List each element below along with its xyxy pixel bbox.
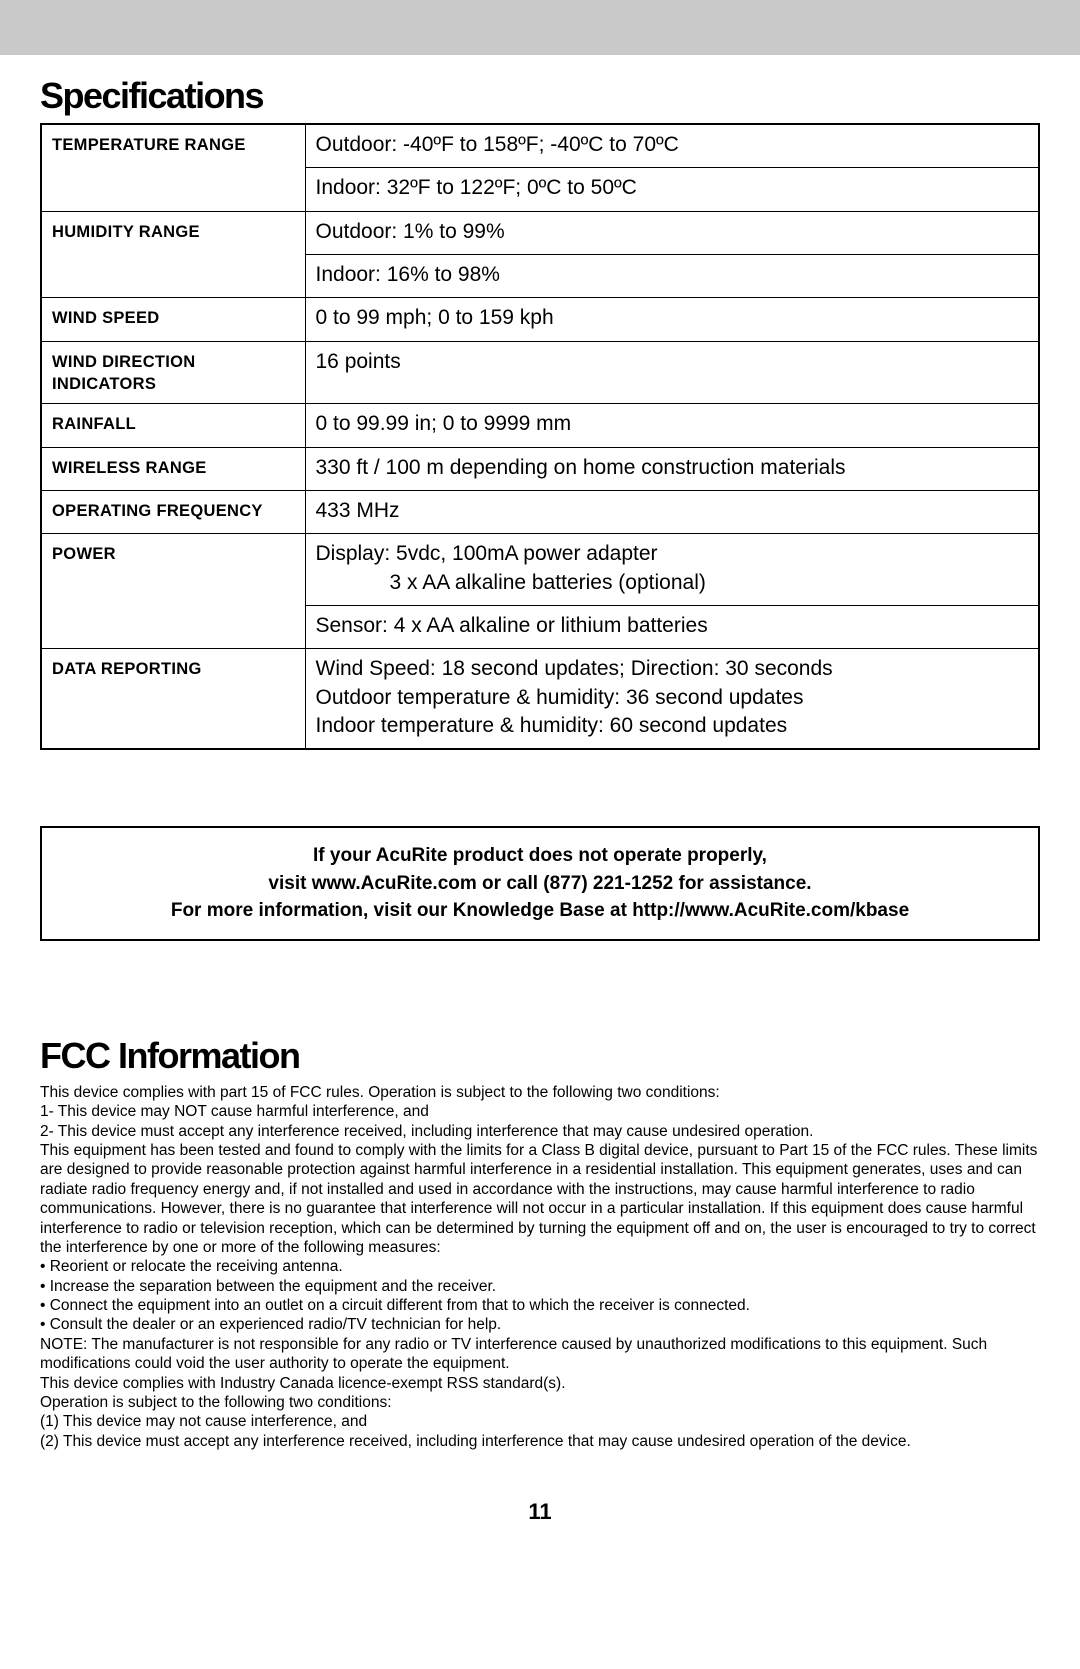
- page-content: Specifications TEMPERATURE RANGE Outdoor…: [0, 55, 1080, 1565]
- support-line3: For more information, visit our Knowledg…: [52, 897, 1028, 925]
- fcc-p8: (1) This device may not cause interferen…: [40, 1412, 1040, 1431]
- power-display-line2: 3 x AA alkaline batteries (optional): [316, 569, 706, 597]
- spec-value-humidity-outdoor: Outdoor: 1% to 99%: [305, 211, 1039, 254]
- fcc-p1: This device complies with part 15 of FCC…: [40, 1083, 1040, 1102]
- fcc-p4: This equipment has been tested and found…: [40, 1141, 1040, 1257]
- spec-label-operating-frequency: OPERATING FREQUENCY: [41, 490, 305, 533]
- data-reporting-line1: Wind Speed: 18 second updates; Direction…: [316, 657, 833, 680]
- specifications-title: Specifications: [40, 75, 1040, 117]
- fcc-section: FCC Information This device complies wit…: [40, 1035, 1040, 1451]
- spec-value-power-sensor: Sensor: 4 x AA alkaline or lithium batte…: [305, 605, 1039, 648]
- spec-label-humidity: HUMIDITY RANGE: [41, 211, 305, 298]
- fcc-p2: 1- This device may NOT cause harmful int…: [40, 1102, 1040, 1121]
- spec-label-power: POWER: [41, 534, 305, 649]
- fcc-p3: 2- This device must accept any interfere…: [40, 1122, 1040, 1141]
- data-reporting-line3: Indoor temperature & humidity: 60 second…: [316, 714, 788, 737]
- fcc-b2: • Increase the separation between the eq…: [40, 1277, 1040, 1296]
- spec-value-humidity-indoor: Indoor: 16% to 98%: [305, 255, 1039, 298]
- fcc-title: FCC Information: [40, 1035, 1040, 1077]
- spec-label-temperature: TEMPERATURE RANGE: [41, 124, 305, 211]
- support-box: If your AcuRite product does not operate…: [40, 826, 1040, 941]
- spec-value-power-display: Display: 5vdc, 100mA power adapter 3 x A…: [305, 534, 1039, 606]
- header-bar: [0, 0, 1080, 55]
- specifications-table: TEMPERATURE RANGE Outdoor: -40ºF to 158º…: [40, 123, 1040, 750]
- spec-value-wind-direction: 16 points: [305, 341, 1039, 404]
- spec-value-wireless-range: 330 ft / 100 m depending on home constru…: [305, 447, 1039, 490]
- spec-value-operating-frequency: 433 MHz: [305, 490, 1039, 533]
- spec-label-rainfall: RAINFALL: [41, 404, 305, 447]
- fcc-b3: • Connect the equipment into an outlet o…: [40, 1296, 1040, 1315]
- support-line1: If your AcuRite product does not operate…: [52, 842, 1028, 870]
- spec-label-wireless-range: WIRELESS RANGE: [41, 447, 305, 490]
- spec-value-data-reporting: Wind Speed: 18 second updates; Direction…: [305, 649, 1039, 750]
- support-line2: visit www.AcuRite.com or call (877) 221-…: [52, 870, 1028, 898]
- spec-value-rainfall: 0 to 99.99 in; 0 to 9999 mm: [305, 404, 1039, 447]
- fcc-b4: • Consult the dealer or an experienced r…: [40, 1315, 1040, 1334]
- data-reporting-line2: Outdoor temperature & humidity: 36 secon…: [316, 686, 804, 709]
- fcc-b1: • Reorient or relocate the receiving ant…: [40, 1257, 1040, 1276]
- fcc-p9: (2) This device must accept any interfer…: [40, 1432, 1040, 1451]
- spec-value-temperature-indoor: Indoor: 32ºF to 122ºF; 0ºC to 50ºC: [305, 168, 1039, 211]
- fcc-p5: NOTE: The manufacturer is not responsibl…: [40, 1335, 1040, 1374]
- fcc-p7: Operation is subject to the following tw…: [40, 1393, 1040, 1412]
- spec-label-wind-speed: WIND SPEED: [41, 298, 305, 341]
- fcc-p6: This device complies with Industry Canad…: [40, 1374, 1040, 1393]
- power-display-line1: Display: 5vdc, 100mA power adapter: [316, 542, 658, 565]
- page-number: 11: [40, 1499, 1040, 1525]
- spec-value-wind-speed: 0 to 99 mph; 0 to 159 kph: [305, 298, 1039, 341]
- spec-value-temperature-outdoor: Outdoor: -40ºF to 158ºF; -40ºC to 70ºC: [305, 124, 1039, 168]
- spec-label-wind-direction: WIND DIRECTION INDICATORS: [41, 341, 305, 404]
- spec-label-data-reporting: DATA REPORTING: [41, 649, 305, 750]
- fcc-body: This device complies with part 15 of FCC…: [40, 1083, 1040, 1451]
